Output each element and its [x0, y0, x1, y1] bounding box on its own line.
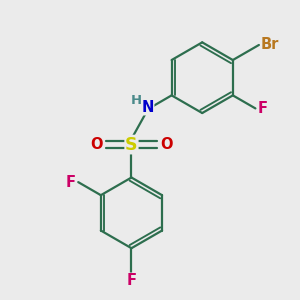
- Text: H: H: [131, 94, 142, 107]
- Text: F: F: [258, 101, 268, 116]
- Text: F: F: [127, 273, 136, 288]
- Text: O: O: [90, 137, 102, 152]
- Text: Br: Br: [261, 38, 279, 52]
- Text: O: O: [160, 137, 173, 152]
- Text: F: F: [65, 175, 75, 190]
- Text: S: S: [125, 136, 138, 154]
- Text: N: N: [141, 100, 154, 115]
